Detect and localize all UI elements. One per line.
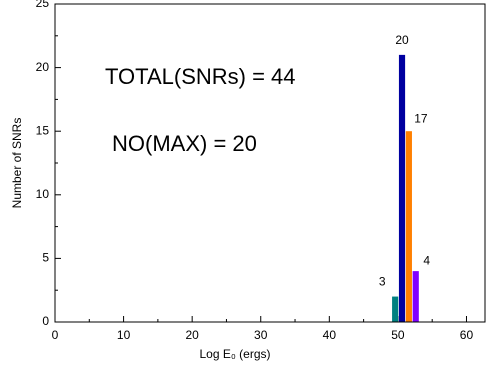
- bar: [412, 271, 419, 322]
- y-tick-label: 10: [36, 187, 50, 201]
- plot-frame: [54, 3, 486, 323]
- x-axis-label: Log E₀ (ergs): [199, 347, 270, 361]
- bar: [405, 131, 412, 322]
- y-tick-label: 15: [36, 123, 50, 137]
- y-tick-label: 0: [42, 314, 49, 328]
- annotation: TOTAL(SNRs) = 44: [105, 64, 296, 89]
- x-tick-label: 0: [52, 328, 59, 342]
- x-tick-label: 50: [391, 328, 405, 342]
- bar-label: 4: [423, 253, 430, 267]
- y-tick-label: 5: [42, 251, 49, 265]
- x-tick-label: 10: [117, 328, 131, 342]
- bar-label: 3: [379, 275, 386, 289]
- bar-label: 20: [395, 33, 409, 47]
- bar: [398, 54, 406, 322]
- y-tick-label: 20: [36, 60, 50, 74]
- x-tick-label: 40: [323, 328, 337, 342]
- bar: [392, 296, 399, 322]
- x-tick-label: 60: [460, 328, 474, 342]
- x-tick-label: 20: [185, 328, 199, 342]
- annotation: NO(MAX) = 20: [112, 131, 257, 156]
- x-tick-label: 30: [254, 328, 268, 342]
- y-tick-label: 25: [36, 0, 50, 10]
- bar-label: 17: [414, 111, 428, 125]
- y-axis-label: Number of SNRs: [10, 118, 24, 209]
